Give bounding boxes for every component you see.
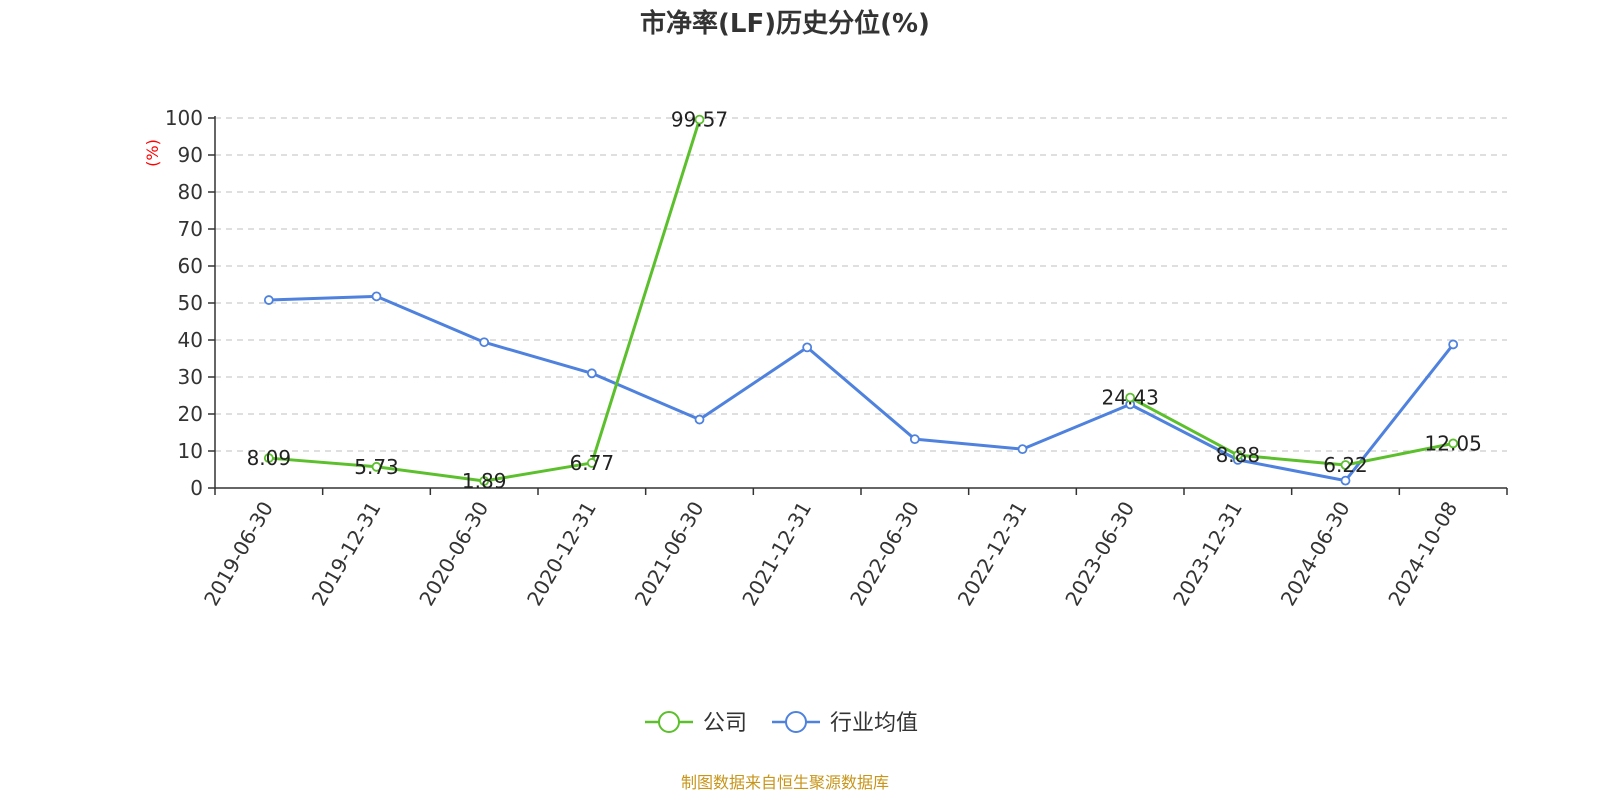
data-point[interactable] xyxy=(479,337,490,348)
source-note: 制图数据来自恒生聚源数据库 xyxy=(681,773,889,792)
grid-lines xyxy=(215,117,1507,452)
legend-label: 公司 xyxy=(703,711,747,736)
series-lines xyxy=(263,114,1459,486)
data-point[interactable] xyxy=(1340,475,1351,486)
y-tick-label: 30 xyxy=(178,365,203,389)
data-point[interactable] xyxy=(1448,339,1459,350)
data-label: 8.09 xyxy=(247,446,292,470)
x-tick-label: 2021-06-30 xyxy=(630,497,709,610)
data-point[interactable] xyxy=(694,114,705,125)
y-tick-label: 20 xyxy=(178,402,203,426)
y-tick-label: 50 xyxy=(178,291,203,315)
legend-marker xyxy=(785,711,807,733)
y-tick-label: 10 xyxy=(178,439,203,463)
y-tick-label: 40 xyxy=(178,328,203,352)
data-label: 5.73 xyxy=(354,455,399,479)
y-tick-label: 100 xyxy=(165,106,203,130)
data-point[interactable] xyxy=(1340,460,1351,470)
data-label: 8.88 xyxy=(1216,443,1261,467)
data-point[interactable] xyxy=(1017,444,1028,455)
data-label: 12.05 xyxy=(1425,431,1482,455)
x-tick-label: 2020-06-30 xyxy=(414,497,493,610)
x-tick-label: 2023-12-31 xyxy=(1168,497,1247,610)
y-tick-label: 90 xyxy=(178,143,203,167)
x-tick-label: 2022-12-31 xyxy=(953,497,1032,610)
series-line-company xyxy=(268,119,1454,483)
data-point[interactable] xyxy=(1232,450,1243,461)
axes: 0 10 20 30 40 50 60 70 80 90 100 2019-06-30 2019-12-… xyxy=(165,106,1508,610)
data-point[interactable] xyxy=(1125,392,1136,403)
data-point[interactable] xyxy=(802,342,813,353)
data-label: 24.43 xyxy=(1102,386,1159,410)
legend-label: 行业均值 xyxy=(830,711,918,736)
x-tick-label: 2020-12-31 xyxy=(522,497,601,610)
x-tick-label: 2019-12-31 xyxy=(307,497,386,610)
data-point[interactable] xyxy=(586,458,597,468)
data-point[interactable] xyxy=(1448,438,1459,449)
y-tick-label: 0 xyxy=(190,476,203,500)
data-point[interactable] xyxy=(371,461,382,472)
data-point[interactable] xyxy=(263,453,274,463)
x-tick-label: 2024-10-08 xyxy=(1383,497,1462,610)
data-label: 1.89 xyxy=(462,469,507,493)
data-labels: 8.09 5.73 1.89 6.77 99.57 24.43 8.88 6.22 12.05 xyxy=(247,108,1482,493)
data-label: 99.57 xyxy=(671,108,728,132)
y-axis-label: (%) xyxy=(143,139,162,167)
series-line-industry xyxy=(268,294,1455,483)
data-point[interactable] xyxy=(586,368,597,379)
x-tick-label: 2019-06-30 xyxy=(199,497,278,610)
x-tick-label: 2021-12-31 xyxy=(737,497,816,610)
data-label: 6.77 xyxy=(570,451,615,475)
y-tick-label: 60 xyxy=(178,254,203,278)
y-tick-label: 80 xyxy=(178,180,203,204)
data-label: 6.22 xyxy=(1323,453,1368,477)
data-point[interactable] xyxy=(694,414,705,425)
data-point[interactable] xyxy=(909,434,920,445)
data-point[interactable] xyxy=(479,476,490,486)
data-point[interactable] xyxy=(263,295,274,305)
legend-item-company[interactable]: 公司 xyxy=(645,711,747,736)
legend-marker xyxy=(658,711,680,733)
legend[interactable]: 公司 行业均值 xyxy=(645,711,918,736)
data-point[interactable] xyxy=(371,291,382,302)
y-tick-label: 70 xyxy=(178,217,203,241)
legend-item-industry[interactable]: 行业均值 xyxy=(772,711,918,736)
x-tick-label: 2023-06-30 xyxy=(1060,497,1139,610)
chart-title: 市净率(LF)历史分位(%) xyxy=(640,8,930,39)
x-tick-label: 2022-06-30 xyxy=(845,497,924,610)
x-tick-label: 2024-06-30 xyxy=(1276,497,1355,610)
